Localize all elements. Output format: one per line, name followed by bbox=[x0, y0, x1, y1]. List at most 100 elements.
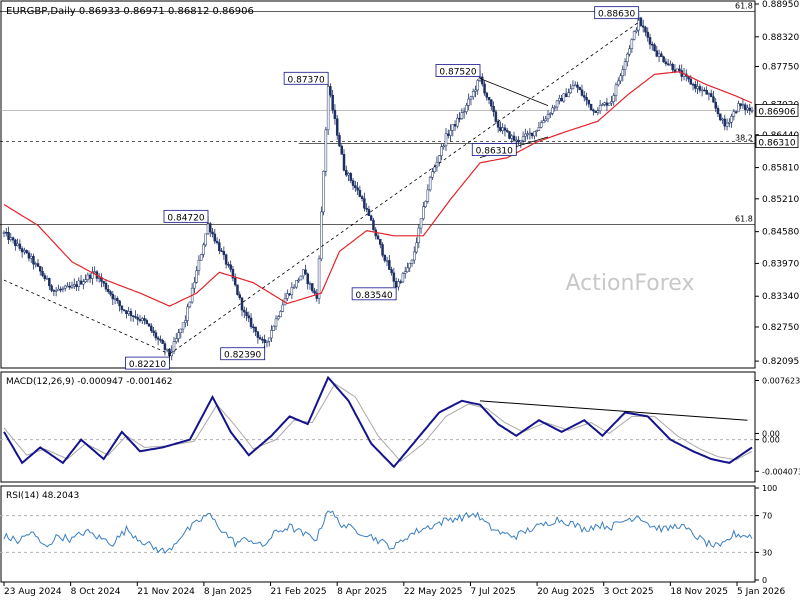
candle-body bbox=[415, 242, 418, 253]
annotation-label: 0.86310 bbox=[476, 147, 513, 157]
candle-body bbox=[408, 263, 411, 269]
annotation-label: 0.88630 bbox=[598, 10, 635, 20]
candle-body bbox=[236, 284, 239, 295]
candle-body bbox=[14, 239, 17, 246]
candle-body bbox=[750, 109, 754, 112]
candle-body bbox=[437, 155, 441, 163]
candle-body bbox=[193, 282, 196, 289]
rsi-tick-label: 100 bbox=[762, 484, 777, 493]
candle-body bbox=[338, 135, 341, 147]
candle-body bbox=[311, 283, 314, 292]
candle-body bbox=[689, 78, 693, 85]
candle-body bbox=[41, 270, 44, 276]
candle-body bbox=[433, 166, 436, 172]
candle-body bbox=[383, 254, 387, 261]
candle-body bbox=[286, 293, 289, 299]
candle-body bbox=[322, 170, 325, 213]
trendline bbox=[479, 78, 549, 106]
candle-body bbox=[345, 170, 348, 176]
candle-body bbox=[505, 130, 509, 132]
candle-body bbox=[512, 135, 516, 141]
candle-body bbox=[270, 330, 273, 339]
candle-body bbox=[666, 63, 670, 65]
candle-body bbox=[48, 278, 51, 287]
candle-body bbox=[617, 80, 620, 86]
candle-body bbox=[301, 269, 305, 277]
candle-body bbox=[453, 124, 457, 127]
watermark: ActionForex bbox=[566, 271, 695, 296]
price-annotations: 0.82210 0.84720 0.82390 0.87370 0.83540 0.875… bbox=[125, 6, 640, 370]
candle-body bbox=[249, 317, 253, 328]
candle-body bbox=[431, 171, 434, 178]
candle-body bbox=[587, 99, 591, 105]
candle-body bbox=[147, 323, 151, 327]
annotation-box bbox=[471, 143, 517, 156]
candle-body bbox=[485, 92, 489, 98]
candle-body bbox=[363, 198, 366, 209]
annotation-box bbox=[283, 71, 329, 85]
candle-body bbox=[653, 44, 656, 51]
rsi-axis-ticks: 100 70 30 0 bbox=[755, 484, 777, 585]
candle-body bbox=[598, 105, 602, 112]
candle-body bbox=[719, 113, 722, 121]
candle-body bbox=[290, 287, 294, 296]
macd-line bbox=[3, 375, 753, 469]
candle-body bbox=[714, 101, 717, 109]
candle-body bbox=[610, 101, 613, 104]
candle-body bbox=[66, 285, 69, 288]
candle-body bbox=[161, 340, 164, 344]
candle-body bbox=[324, 129, 328, 172]
candle-body bbox=[585, 97, 588, 101]
candle-body bbox=[481, 76, 484, 85]
candle-body bbox=[136, 317, 139, 320]
candle-body bbox=[499, 127, 502, 131]
candle-body bbox=[172, 341, 176, 352]
price-tag-label: 0.86310 bbox=[758, 139, 795, 149]
candle-body bbox=[127, 311, 130, 314]
candle-body bbox=[27, 252, 31, 259]
candle-body bbox=[45, 278, 49, 280]
fib-level-label: 61.8 bbox=[735, 214, 753, 223]
candle-body bbox=[165, 348, 169, 351]
rsi-panel: RSI(14) 48.2043 100 70 30 0 bbox=[0, 484, 777, 585]
candle-body bbox=[694, 84, 697, 89]
candle-body bbox=[118, 300, 121, 307]
candle-body bbox=[537, 126, 541, 131]
annotation-box bbox=[351, 287, 397, 301]
candle-body bbox=[447, 133, 450, 136]
rsi-tick-label: 0 bbox=[762, 576, 767, 585]
candle-body bbox=[641, 25, 645, 28]
candle-body bbox=[449, 130, 452, 136]
candle-body bbox=[331, 94, 334, 111]
price-tag-label: 0.86906 bbox=[758, 107, 795, 117]
candle-body bbox=[728, 121, 731, 124]
candle-body bbox=[725, 122, 729, 127]
candle-body bbox=[721, 118, 724, 121]
candle-body bbox=[252, 326, 255, 329]
candle-body bbox=[456, 117, 459, 127]
candle-body bbox=[419, 218, 423, 229]
annotation-label: 0.87520 bbox=[439, 67, 476, 77]
candle-body bbox=[77, 280, 81, 287]
candle-body bbox=[632, 31, 636, 40]
candle-body bbox=[467, 98, 470, 106]
candle-body bbox=[562, 93, 566, 102]
candle-body bbox=[741, 104, 745, 107]
candle-body bbox=[70, 285, 74, 288]
candle-body bbox=[134, 316, 137, 318]
x-tick-label: 8 Oct 2024 bbox=[71, 587, 121, 597]
candle-body bbox=[553, 106, 557, 109]
candle-body bbox=[558, 97, 561, 102]
candle-body bbox=[567, 92, 570, 98]
candle-body bbox=[29, 256, 33, 259]
x-tick-label: 7 Jul 2025 bbox=[470, 587, 515, 597]
annotation-box bbox=[125, 356, 170, 370]
candle-body bbox=[122, 309, 126, 311]
candle-body bbox=[657, 53, 661, 57]
candle-body bbox=[220, 250, 223, 252]
candle-body bbox=[723, 118, 727, 127]
candle-body bbox=[181, 322, 185, 330]
candle-body bbox=[335, 118, 339, 136]
candle-body bbox=[84, 279, 87, 282]
